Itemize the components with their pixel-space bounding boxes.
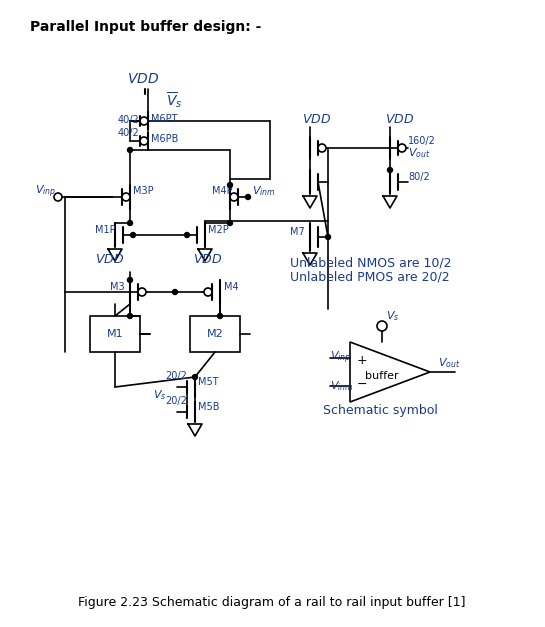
Text: 160/2: 160/2 (408, 136, 436, 146)
Circle shape (128, 314, 132, 319)
Text: M5T: M5T (198, 377, 219, 387)
Text: Unlabeled PMOS are 20/2: Unlabeled PMOS are 20/2 (290, 271, 450, 284)
Text: M2: M2 (207, 329, 223, 339)
Circle shape (230, 193, 238, 201)
Circle shape (128, 221, 132, 226)
Circle shape (318, 144, 326, 152)
Circle shape (138, 288, 146, 296)
Text: 40/2: 40/2 (118, 115, 140, 125)
Circle shape (54, 193, 62, 201)
Text: 80/2: 80/2 (408, 172, 430, 182)
Text: Unlabeled NMOS are 10/2: Unlabeled NMOS are 10/2 (290, 257, 451, 270)
Circle shape (325, 234, 330, 240)
Text: $VDD$: $VDD$ (193, 253, 222, 266)
Text: $V_s$: $V_s$ (386, 309, 399, 323)
FancyBboxPatch shape (190, 316, 240, 352)
Text: Figure 2.23 Schematic diagram of a rail to rail input buffer [1]: Figure 2.23 Schematic diagram of a rail … (78, 596, 466, 609)
Circle shape (387, 167, 392, 172)
Text: 20/2: 20/2 (165, 371, 187, 381)
Text: $VDD$: $VDD$ (127, 72, 159, 86)
Text: buffer: buffer (365, 371, 399, 381)
Text: $V_{inp}$: $V_{inp}$ (330, 350, 352, 366)
Text: $V_{inm}$: $V_{inm}$ (330, 379, 354, 393)
Text: $V_s$: $V_s$ (153, 388, 166, 402)
Circle shape (140, 117, 148, 125)
Text: M6PT: M6PT (151, 114, 178, 124)
Text: M1: M1 (107, 329, 123, 339)
Polygon shape (350, 342, 430, 402)
Circle shape (227, 182, 233, 187)
Text: M6PB: M6PB (151, 134, 178, 144)
Text: M4P: M4P (212, 186, 233, 196)
Text: +: + (356, 354, 367, 367)
Circle shape (173, 290, 178, 295)
FancyBboxPatch shape (90, 316, 140, 352)
Text: M4: M4 (224, 282, 239, 292)
Text: $VDD$: $VDD$ (302, 113, 331, 126)
Text: 20/2: 20/2 (165, 396, 187, 406)
Circle shape (122, 193, 130, 201)
Text: $VDD$: $VDD$ (95, 253, 124, 266)
Text: $\overline{V}_s$: $\overline{V}_s$ (166, 90, 183, 110)
Text: $V_{out}$: $V_{out}$ (438, 356, 461, 370)
Circle shape (245, 194, 251, 199)
Circle shape (398, 144, 406, 152)
Circle shape (377, 321, 387, 331)
Circle shape (227, 221, 233, 226)
Text: M7: M7 (290, 227, 305, 237)
Text: M2P: M2P (208, 225, 229, 235)
Circle shape (130, 233, 136, 238)
Circle shape (140, 137, 148, 145)
Text: M5B: M5B (198, 402, 220, 412)
Text: $VDD$: $VDD$ (385, 113, 414, 126)
Text: $V_{inm}$: $V_{inm}$ (252, 184, 276, 198)
Text: M1P: M1P (95, 225, 116, 235)
Circle shape (192, 374, 197, 379)
Text: M3P: M3P (133, 186, 154, 196)
Circle shape (217, 314, 222, 319)
Circle shape (204, 288, 212, 296)
Text: Schematic symbol: Schematic symbol (323, 404, 438, 417)
Circle shape (185, 233, 190, 238)
Circle shape (128, 278, 132, 283)
Text: $V_{inp}$: $V_{inp}$ (35, 184, 56, 200)
Text: 40/2: 40/2 (118, 128, 140, 138)
Text: $V_{out}$: $V_{out}$ (408, 146, 431, 160)
Text: M3: M3 (110, 282, 125, 292)
Text: Parallel Input buffer design: -: Parallel Input buffer design: - (30, 20, 262, 34)
Text: −: − (357, 377, 367, 391)
Circle shape (128, 147, 132, 152)
